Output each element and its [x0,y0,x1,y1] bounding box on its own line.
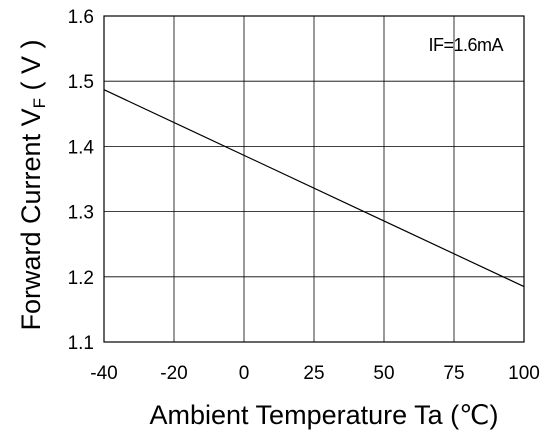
y-axis-label-unit: ( V ) [16,40,46,99]
x-tick-label: 25 [303,363,324,384]
y-axis-label-main: Forward Current V [16,108,46,330]
y-tick-label: 1.6 [68,7,94,28]
x-tick-label: 0 [239,363,250,384]
x-tick-labels: -40 -20 0 25 50 75 100 [90,363,540,384]
y-tick-label: 1.4 [68,137,95,158]
y-axis-label-subscript: F [30,98,49,108]
grid [104,16,524,342]
y-tick-label: 1.1 [68,333,94,354]
y-tick-label: 1.5 [68,72,94,93]
y-tick-label: 1.2 [68,268,94,289]
series-line [103,89,525,288]
x-tick-label: -20 [160,363,187,384]
condition-annotation: IF=1.6mA [428,35,503,55]
y-tick-labels: 1.1 1.2 1.3 1.4 1.5 1.6 [68,7,95,354]
y-tick-label: 1.3 [68,203,94,224]
x-tick-label: -40 [90,363,117,384]
x-tick-label: 75 [443,363,464,384]
y-axis-label: Forward Current VF ( V ) [16,40,49,331]
x-tick-label: 50 [373,363,394,384]
plot-frame [103,15,525,343]
series-layer [103,89,525,288]
x-axis-label: Ambient Temperature Ta (℃) [150,400,499,430]
x-tick-label: 100 [508,363,540,384]
